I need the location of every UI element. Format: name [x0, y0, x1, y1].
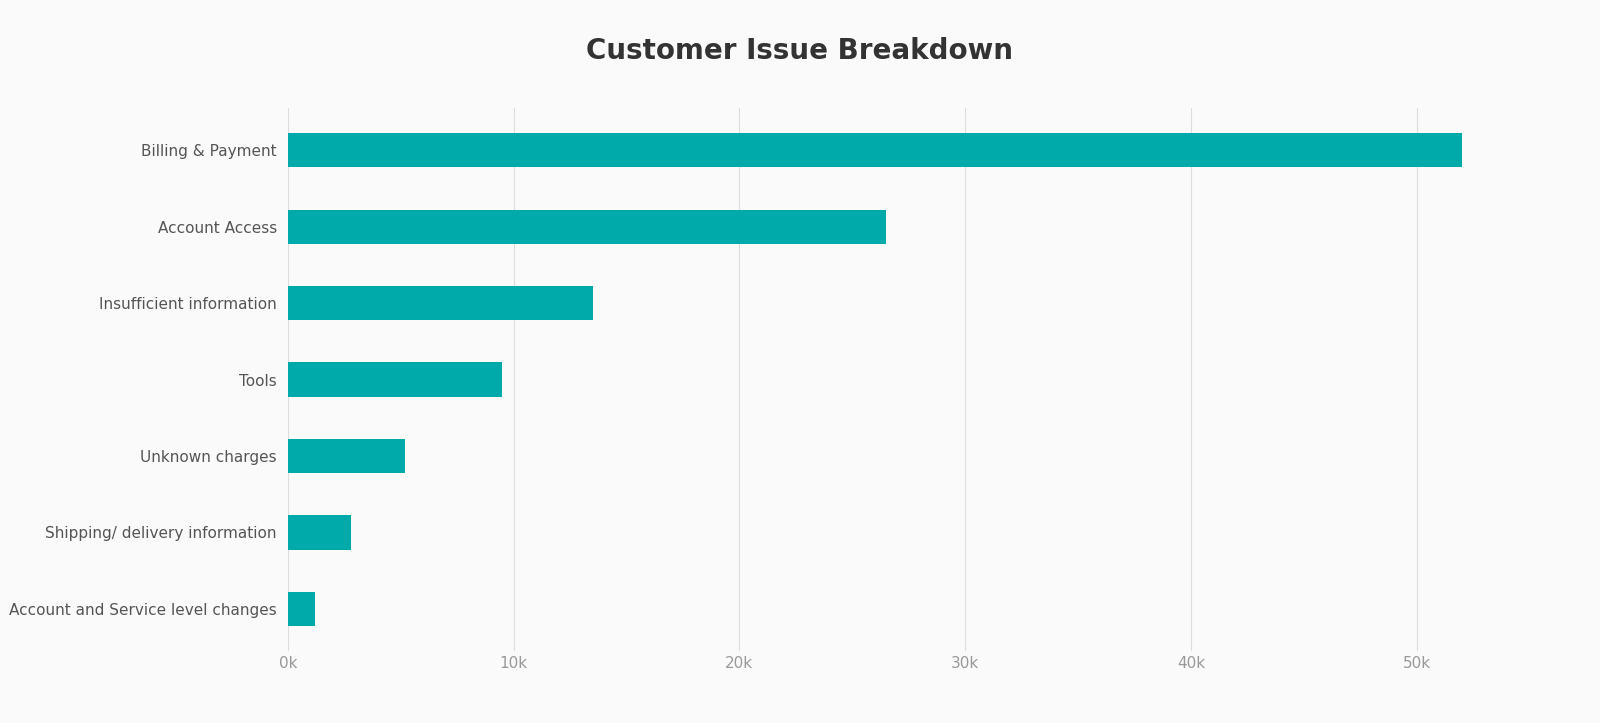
- Bar: [288, 286, 592, 320]
- Bar: [288, 362, 502, 397]
- Text: Customer Issue Breakdown: Customer Issue Breakdown: [587, 37, 1013, 64]
- Bar: [288, 439, 405, 473]
- Bar: [288, 515, 352, 549]
- Bar: [288, 591, 315, 626]
- Bar: [288, 210, 886, 244]
- Bar: [288, 133, 1462, 168]
